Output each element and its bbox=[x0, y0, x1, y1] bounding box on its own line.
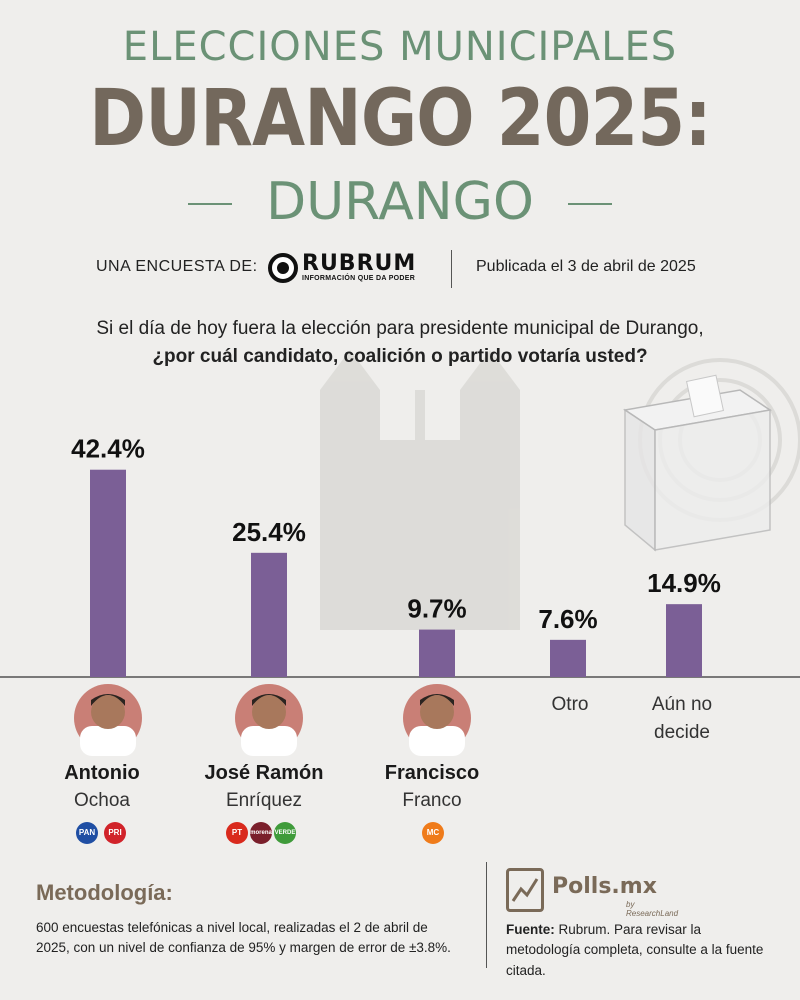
party-icon-pt: PT bbox=[226, 822, 248, 844]
label-otro: Otro bbox=[551, 694, 589, 715]
rubrum-logo: RUBRUM INFORMACIÓN QUE DA PODER bbox=[268, 251, 428, 285]
header-divider bbox=[451, 250, 452, 288]
source-text: Rubrum. Para revisar la metodología comp… bbox=[506, 922, 764, 978]
label-undecided-line1: Aún no bbox=[651, 694, 713, 715]
headline-top: ELECCIONES MUNICIPALES bbox=[122, 24, 678, 70]
candidate-3-first-name: Francisco bbox=[384, 762, 480, 784]
rubrum-tagline: INFORMACIÓN QUE DA PODER bbox=[302, 275, 416, 282]
bar-1 bbox=[90, 469, 126, 677]
headline-main: DURANGO 2025: bbox=[89, 74, 712, 164]
candidate-2-hair bbox=[252, 694, 286, 706]
title-dash-right bbox=[568, 203, 612, 205]
bar-5 bbox=[666, 604, 702, 677]
bar-value-label-1: 42.4% bbox=[71, 434, 145, 464]
candidate-2-last-name: Enríquez bbox=[225, 790, 303, 811]
candidate-3-shirt bbox=[409, 726, 465, 756]
bar-3 bbox=[419, 629, 455, 677]
candidate-1-hair bbox=[91, 694, 125, 706]
headline-city: DURANGO bbox=[266, 172, 534, 232]
candidate-1-first-name: Antonio bbox=[64, 762, 140, 784]
party-icon-pri: PRI bbox=[104, 822, 126, 844]
party-icon-mc: MC bbox=[422, 822, 444, 844]
pollsmx-name: Polls.mx bbox=[552, 874, 657, 899]
bar-value-label-5: 14.9% bbox=[647, 568, 721, 598]
label-undecided-line2: decide bbox=[654, 722, 710, 743]
publication-date: Publicada el 3 de abril de 2025 bbox=[476, 258, 696, 275]
bar-2 bbox=[251, 552, 287, 677]
candidate-2-face bbox=[252, 695, 286, 729]
party-icon-verde: VERDE bbox=[274, 822, 296, 844]
methodology-title: Metodología: bbox=[36, 880, 173, 905]
pollsmx-chart-icon bbox=[506, 868, 544, 912]
party-icon-pan: PAN bbox=[76, 822, 98, 844]
question-line-1: Si el día de hoy fuera la elección para … bbox=[96, 318, 704, 339]
rubrum-name: RUBRUM bbox=[302, 251, 417, 276]
bar-value-label-2: 25.4% bbox=[232, 517, 306, 547]
candidate-3-hair bbox=[420, 694, 454, 706]
candidate-3-face bbox=[420, 695, 454, 729]
rubrum-ring-icon bbox=[268, 253, 298, 283]
survey-by-label: UNA ENCUESTA DE: bbox=[96, 258, 258, 275]
title-dash-left bbox=[188, 203, 232, 205]
candidate-2-first-name: José Ramón bbox=[204, 762, 324, 784]
party-icon-morena: morena bbox=[250, 822, 272, 844]
pollsmx-logo: Polls.mx by ResearchLand bbox=[506, 868, 686, 918]
footer-divider bbox=[486, 862, 487, 968]
source-note: Fuente: Rubrum. Para revisar la metodolo… bbox=[506, 920, 776, 981]
methodology-text: 600 encuestas telefónicas a nivel local,… bbox=[36, 920, 451, 956]
candidate-1-face bbox=[91, 695, 125, 729]
candidate-1-shirt bbox=[80, 726, 136, 756]
candidate-2-shirt bbox=[241, 726, 297, 756]
ballot-box-icon bbox=[623, 374, 772, 552]
pollsmx-sub: by ResearchLand bbox=[626, 900, 679, 918]
background-illustration bbox=[320, 350, 800, 630]
bar-value-label-3: 9.7% bbox=[407, 594, 466, 624]
candidate-3-last-name: Franco bbox=[402, 790, 462, 811]
candidate-1-last-name: Ochoa bbox=[74, 790, 130, 811]
question-line-2: ¿por cuál candidato, coalición o partido… bbox=[152, 346, 648, 367]
bar-4 bbox=[550, 639, 586, 677]
bar-value-label-4: 7.6% bbox=[538, 604, 597, 634]
source-label: Fuente: bbox=[506, 922, 555, 937]
